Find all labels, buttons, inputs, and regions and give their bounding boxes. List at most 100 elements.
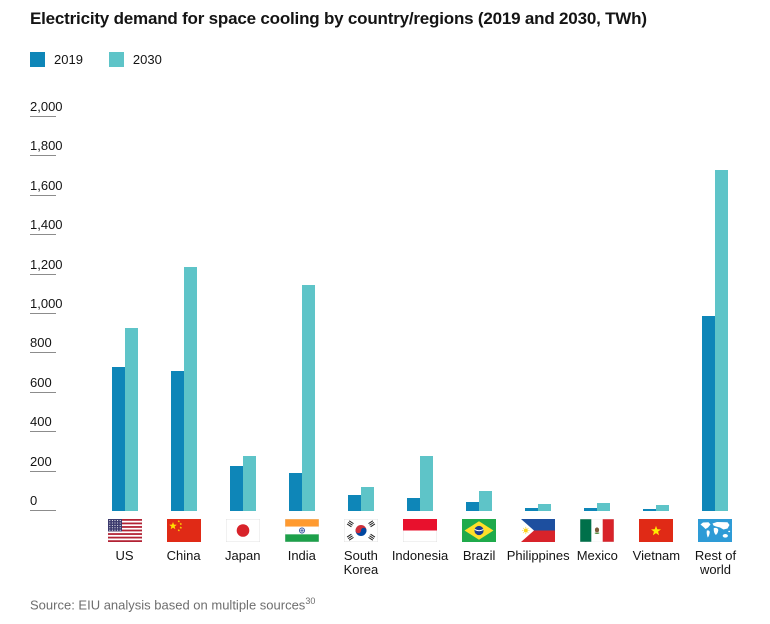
flag-ph-icon: [521, 519, 556, 542]
bar-india-2030: [301, 284, 315, 511]
y-axis-tick-800: 800: [30, 335, 56, 354]
bar-pair-south-korea: [347, 117, 374, 511]
column-philippines: Philippines: [506, 117, 570, 577]
bar-pair-vietnam: [643, 117, 670, 511]
bar-indonesia-2019: [407, 498, 421, 511]
source-text: Source: EIU analysis based on multiple s…: [30, 597, 306, 613]
x-axis-label-rest-of-world: Rest of world: [694, 548, 737, 577]
bar-pair-japan: [229, 117, 256, 511]
bar-mexico-2019: [584, 507, 598, 511]
y-axis-tick-mark: [30, 510, 56, 511]
y-axis-tick-mark: [30, 313, 56, 314]
flag-world-icon: [698, 519, 733, 542]
y-axis-tick-1400: 1,400: [30, 217, 63, 236]
bar-rest-of-world-2019: [702, 316, 716, 511]
page-title: Electricity demand for space cooling by …: [30, 9, 647, 28]
flag-jp-icon: [225, 519, 260, 542]
y-axis-tick-mark: [30, 234, 56, 236]
bar-china-2019: [170, 371, 184, 511]
chart-legend: 2019 2030: [30, 52, 162, 67]
flag-cn-icon: [166, 519, 201, 542]
column-south-korea: South Korea: [331, 117, 390, 577]
y-axis-tick-label: 1,200: [30, 256, 63, 272]
y-axis-tick-200: 200: [30, 454, 56, 472]
y-axis-tick-0: 0: [30, 493, 56, 511]
flag-vn-icon: [639, 519, 674, 542]
source-superscript: 30: [305, 596, 316, 606]
bar-pair-brazil: [466, 117, 493, 511]
y-axis-tick-label: 1,000: [30, 296, 63, 311]
column-vietnam: Vietnam: [627, 117, 686, 577]
y-axis-tick-mark: [30, 470, 56, 472]
column-brazil: Brazil: [450, 117, 509, 577]
column-india: India: [272, 117, 331, 577]
bar-chart-plot-area: US China Japan India South Korea Indonesia Braz…: [95, 117, 745, 577]
bar-mexico-2030: [597, 502, 611, 511]
y-axis-tick-600: 600: [30, 375, 56, 393]
column-japan: Japan: [213, 117, 272, 577]
flag-id-icon: [403, 519, 438, 542]
column-mexico: Mexico: [568, 117, 627, 577]
bar-south-korea-2030: [360, 487, 374, 511]
x-axis-label-philippines: Philippines: [506, 548, 570, 563]
bar-philippines-2030: [538, 503, 552, 511]
y-axis-tick-label: 2,000: [30, 99, 63, 114]
column-us: US: [95, 117, 154, 577]
flag-br-icon: [462, 519, 497, 542]
x-axis-label-india: India: [287, 548, 316, 563]
y-axis-tick-2000: 2,000: [30, 99, 63, 117]
bar-indonesia-2030: [420, 455, 434, 511]
bar-india-2019: [288, 472, 302, 511]
y-axis-tick-mark: [30, 273, 56, 275]
bar-rest-of-world-2030: [715, 170, 729, 511]
y-axis-tick-mark: [30, 155, 56, 157]
y-axis-tick-1000: 1,000: [30, 296, 63, 314]
bar-us-2030: [124, 327, 138, 511]
y-axis-tick-label: 1,600: [30, 177, 63, 193]
y-axis-tick-label: 1,800: [30, 138, 63, 154]
legend-swatch-2030-icon: [108, 52, 124, 67]
bar-japan-2019: [229, 465, 243, 511]
flag-kr-icon: [343, 519, 378, 542]
legend-label-2030: 2030: [132, 52, 162, 67]
flag-mx-icon: [580, 519, 615, 542]
bar-vietnam-2019: [643, 508, 657, 511]
y-axis-tick-label: 1,400: [30, 217, 63, 233]
y-axis-tick-mark: [30, 194, 56, 196]
x-axis-label-china: China: [166, 548, 201, 563]
flag-in-icon: [284, 519, 319, 542]
y-axis-tick-mark: [30, 352, 56, 354]
y-axis-tick-mark: [30, 116, 56, 117]
bar-south-korea-2019: [347, 495, 361, 511]
y-axis-tick-400: 400: [30, 414, 56, 433]
x-axis-label-south-korea: South Korea: [343, 548, 379, 577]
bar-pair-india: [288, 117, 315, 511]
bar-pair-indonesia: [407, 117, 434, 511]
column-china: China: [154, 117, 213, 577]
bar-pair-mexico: [584, 117, 611, 511]
x-axis-label-indonesia: Indonesia: [391, 548, 449, 563]
y-axis-tick-label: 200: [30, 453, 52, 469]
y-axis-tick-1600: 1,600: [30, 178, 63, 196]
column-indonesia: Indonesia: [390, 117, 449, 577]
bar-china-2030: [183, 266, 197, 511]
y-axis-tick-label: 400: [30, 414, 52, 430]
source-note: Source: EIU analysis based on multiple s…: [30, 596, 315, 612]
x-axis-label-mexico: Mexico: [576, 548, 618, 563]
bar-japan-2030: [242, 455, 256, 511]
x-axis-label-vietnam: Vietnam: [632, 548, 681, 563]
bar-philippines-2019: [525, 508, 539, 511]
legend-label-2019: 2019: [54, 52, 83, 67]
flag-us-icon: [107, 519, 142, 542]
bar-pair-philippines: [525, 117, 552, 511]
bar-brazil-2019: [466, 502, 480, 511]
y-axis-tick-label: 800: [30, 335, 52, 351]
legend-swatch-2019-icon: [30, 52, 45, 67]
legend-item-2030: 2030: [108, 52, 162, 67]
y-axis-tick-mark: [30, 391, 56, 393]
x-axis-label-japan: Japan: [225, 548, 261, 563]
bar-us-2019: [111, 367, 125, 511]
x-axis-label-brazil: Brazil: [462, 548, 496, 563]
bar-vietnam-2030: [656, 504, 670, 511]
x-axis-label-us: US: [115, 548, 134, 563]
